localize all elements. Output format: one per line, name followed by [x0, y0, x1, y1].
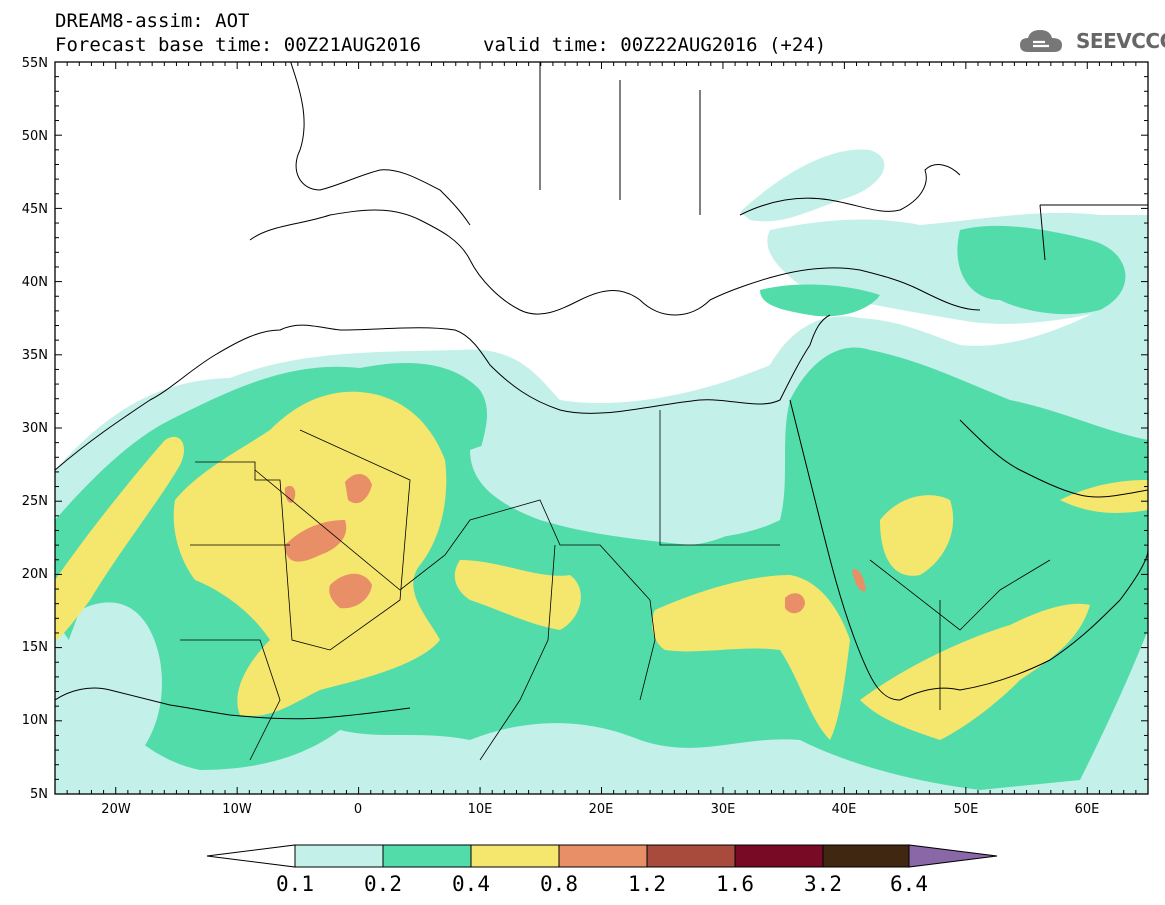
lat-label: 50N	[22, 129, 48, 144]
colorbar-label: 0.1	[276, 872, 314, 896]
coastlines	[55, 62, 1148, 720]
logo-text: SEEVCCC	[1076, 29, 1165, 53]
seevccc-logo	[1020, 30, 1062, 52]
colorbar-swatch	[470, 844, 560, 868]
colorbar-arrow-high	[908, 844, 998, 868]
colorbar-swatch	[734, 844, 824, 868]
lon-label: 20W	[101, 802, 131, 817]
colorbar-label: 3.2	[804, 872, 842, 896]
aot-band-light-inner	[63, 435, 775, 780]
valid-time: valid time: 00Z22AUG2016 (+24)	[483, 34, 827, 56]
colorbar-swatch	[294, 844, 384, 868]
colorbar-label: 0.2	[364, 872, 402, 896]
lon-label: 20E	[589, 802, 614, 817]
aot-field	[55, 149, 1148, 794]
cloud-icon	[1020, 30, 1062, 52]
colorbar-swatch	[382, 844, 472, 868]
lat-label: 45N	[22, 202, 48, 217]
lon-label: 30E	[711, 802, 736, 817]
colorbar-labels: 0.1 0.2 0.4 0.8 1.2 1.6 3.2 6.4	[276, 872, 928, 896]
lat-label: 40N	[22, 275, 48, 290]
colorbar-label: 0.8	[540, 872, 578, 896]
lon-label: 60E	[1075, 802, 1100, 817]
lat-label: 5N	[30, 787, 48, 802]
colorbar-label: 6.4	[890, 872, 928, 896]
lon-label: 10W	[222, 802, 252, 817]
colorbar-label: 1.6	[716, 872, 754, 896]
map-title: DREAM8-assim: AOT	[55, 10, 250, 32]
lon-axis: 20W 10W 0 10E 20E 30E 40E 50E 60E	[101, 802, 1099, 817]
colorbar-label: 0.4	[452, 872, 490, 896]
lat-label: 55N	[22, 56, 48, 71]
lat-label: 30N	[22, 421, 48, 436]
lat-axis: 55N 50N 45N 40N 35N 30N 25N 20N 15N 10N …	[22, 56, 48, 802]
colorbar-swatch	[822, 844, 910, 868]
lon-label: 50E	[954, 802, 979, 817]
lon-label: 10E	[468, 802, 493, 817]
lat-label: 10N	[22, 713, 48, 728]
lat-label: 20N	[22, 567, 48, 582]
colorbar	[206, 844, 998, 868]
aot-band-orange	[284, 474, 866, 614]
colorbar-arrow-low	[206, 844, 296, 868]
lat-label: 35N	[22, 348, 48, 363]
lon-label: 40E	[832, 802, 857, 817]
borders	[180, 410, 1051, 761]
lat-label: 25N	[22, 494, 48, 509]
axis-ticks	[54, 61, 1149, 795]
colorbar-swatch	[646, 844, 736, 868]
lon-label: 0	[354, 802, 362, 817]
lat-label: 15N	[22, 640, 48, 655]
colorbar-swatch	[558, 844, 648, 868]
forecast-base-time: Forecast base time: 00Z21AUG2016	[55, 34, 422, 56]
colorbar-label: 1.2	[628, 872, 666, 896]
